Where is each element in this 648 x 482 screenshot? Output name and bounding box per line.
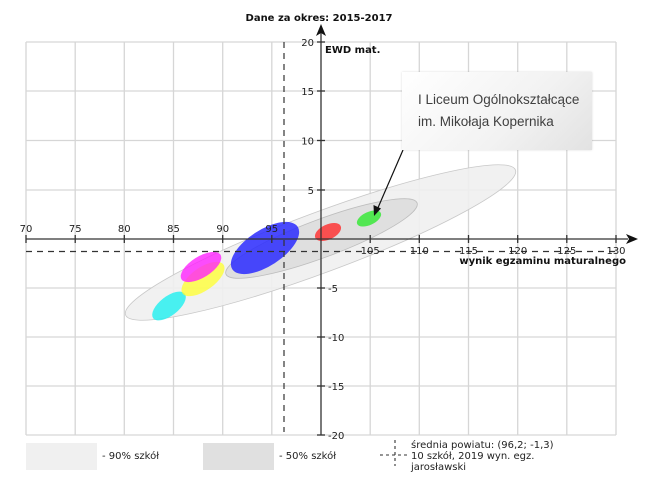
svg-text:115: 115 [459, 246, 478, 257]
svg-text:15: 15 [301, 87, 314, 98]
x-axis-arrow-icon [626, 234, 638, 244]
school-yellow[interactable] [176, 255, 230, 303]
svg-text:5: 5 [308, 186, 314, 197]
svg-text:-20: -20 [328, 431, 344, 442]
svg-text:90: 90 [216, 224, 229, 235]
y-tick-labels: 20 15 10 5 -5 -10 -15 -20 [301, 38, 344, 442]
school-magenta[interactable] [176, 246, 226, 288]
svg-text:125: 125 [557, 246, 576, 257]
svg-text:80: 80 [118, 224, 131, 235]
svg-text:110: 110 [410, 246, 429, 257]
svg-text:75: 75 [69, 224, 82, 235]
school-cyan[interactable] [147, 286, 190, 326]
svg-text:70: 70 [20, 224, 33, 235]
callout-line-2: im. Mikołaja Kopernika [418, 114, 554, 129]
svg-text:-5: -5 [328, 284, 338, 295]
svg-text:85: 85 [167, 224, 180, 235]
callout-arrow [376, 149, 404, 211]
school-points [147, 210, 382, 326]
callout-line-1: I Liceum Ogólnokształcące [418, 92, 580, 107]
y-axis-arrow-icon [316, 24, 326, 36]
x-tick-labels: 70 75 80 85 90 95 105 110 115 120 125 13… [20, 224, 626, 257]
legend-swatch-90 [26, 443, 97, 470]
svg-text:105: 105 [361, 246, 380, 257]
chart-title: Dane za okres: 2015-2017 [246, 13, 393, 24]
axes [25, 30, 628, 436]
svg-text:95: 95 [265, 224, 278, 235]
legend-label-90: - 90% szkół [102, 451, 160, 462]
school-callout: I Liceum Ogólnokształcące im. Mikołaja K… [402, 72, 592, 150]
legend-label-50: - 50% szkół [279, 451, 337, 462]
svg-text:20: 20 [301, 38, 314, 49]
legend-swatch-50 [203, 443, 274, 470]
legend-mean-label: średnia powiatu: (96,2; -1,3) 10 szkół, … [411, 440, 554, 473]
legend-mean-line-2: 10 szkół, 2019 wyn. egz. [411, 451, 535, 462]
y-axis-label: EWD mat. [325, 45, 380, 56]
svg-text:10: 10 [301, 137, 314, 148]
mean-lines [26, 42, 616, 432]
svg-text:120: 120 [508, 246, 527, 257]
svg-text:-10: -10 [328, 333, 344, 344]
svg-text:130: 130 [606, 246, 625, 257]
legend-mean-line-1: średnia powiatu: (96,2; -1,3) [411, 440, 554, 451]
legend-mean-line-3: jarosławski [411, 462, 467, 473]
svg-text:-15: -15 [328, 382, 344, 393]
callout-arrowhead-icon [373, 205, 381, 216]
legend-mean-symbol-icon [380, 440, 410, 466]
school-blue[interactable] [222, 212, 307, 285]
x-axis-label: wynik egzaminu maturalnego [459, 256, 626, 267]
